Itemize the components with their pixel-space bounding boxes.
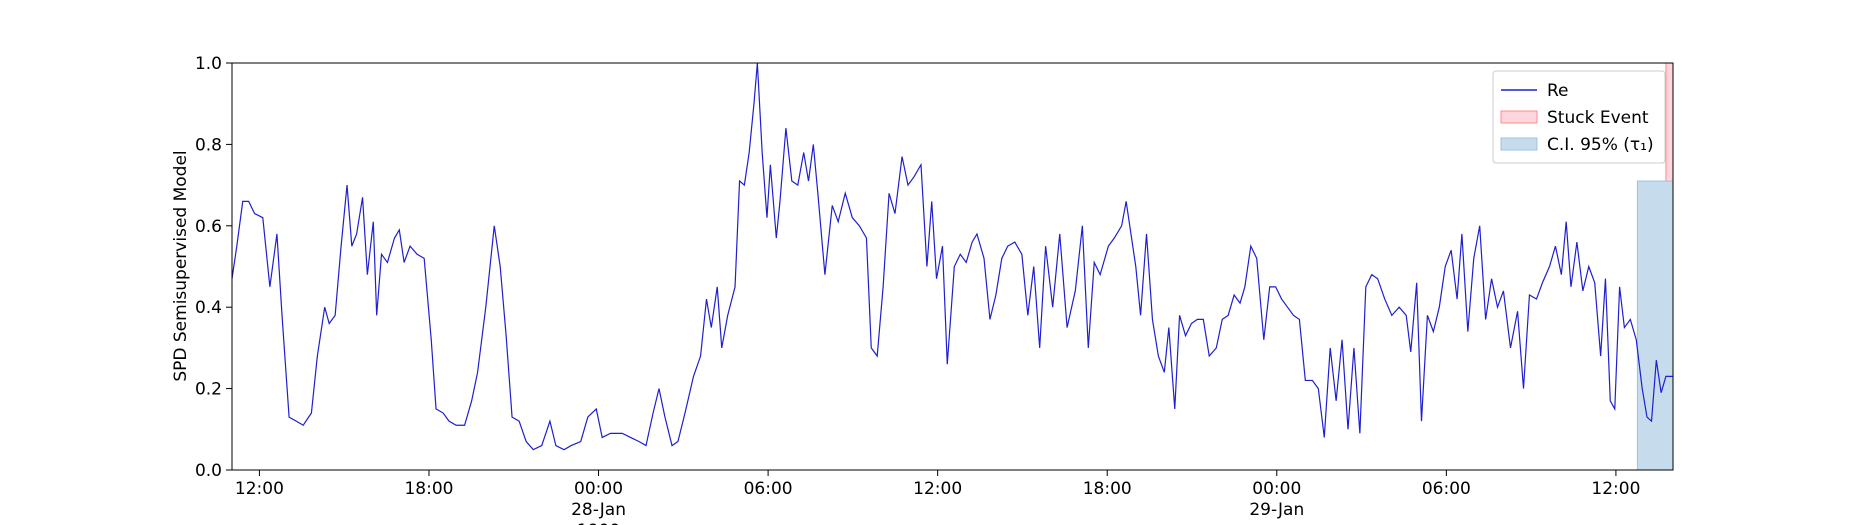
- legend-label: C.I. 95% (τ₁): [1547, 135, 1654, 155]
- y-tick-label: 0.8: [195, 135, 222, 155]
- y-tick-label: 1.0: [195, 54, 222, 74]
- y-tick-label: 0.2: [195, 380, 222, 400]
- legend-label: Stuck Event: [1547, 108, 1649, 128]
- x-tick-label: 12:00: [234, 479, 284, 499]
- y-tick-label: 0.0: [195, 461, 222, 481]
- shaded-region: [1636, 180, 1674, 471]
- plot-frame: [231, 62, 1674, 471]
- x-tick-label: 12:00: [913, 479, 963, 499]
- legend-swatch: [1500, 110, 1538, 124]
- legend-swatch: [1500, 137, 1538, 151]
- x-tick-label: 12:00: [1591, 479, 1641, 499]
- y-tick-label: 0.4: [195, 298, 222, 318]
- data-line: [231, 62, 1673, 451]
- y-axis-label: SPD Semisupervised Model: [171, 150, 191, 381]
- x-tick-label: 18:00: [1082, 479, 1132, 499]
- x-tick-label: 00:00 28-Jan 1900: [571, 479, 626, 525]
- x-tick-label: 00:00 29-Jan: [1249, 479, 1305, 520]
- y-tick-label: 0.6: [195, 217, 222, 237]
- x-tick-label: 06:00: [743, 479, 793, 499]
- legend-label: Re: [1547, 81, 1569, 101]
- x-tick-label: 06:00: [1421, 479, 1471, 499]
- x-tick-label: 18:00: [404, 479, 454, 499]
